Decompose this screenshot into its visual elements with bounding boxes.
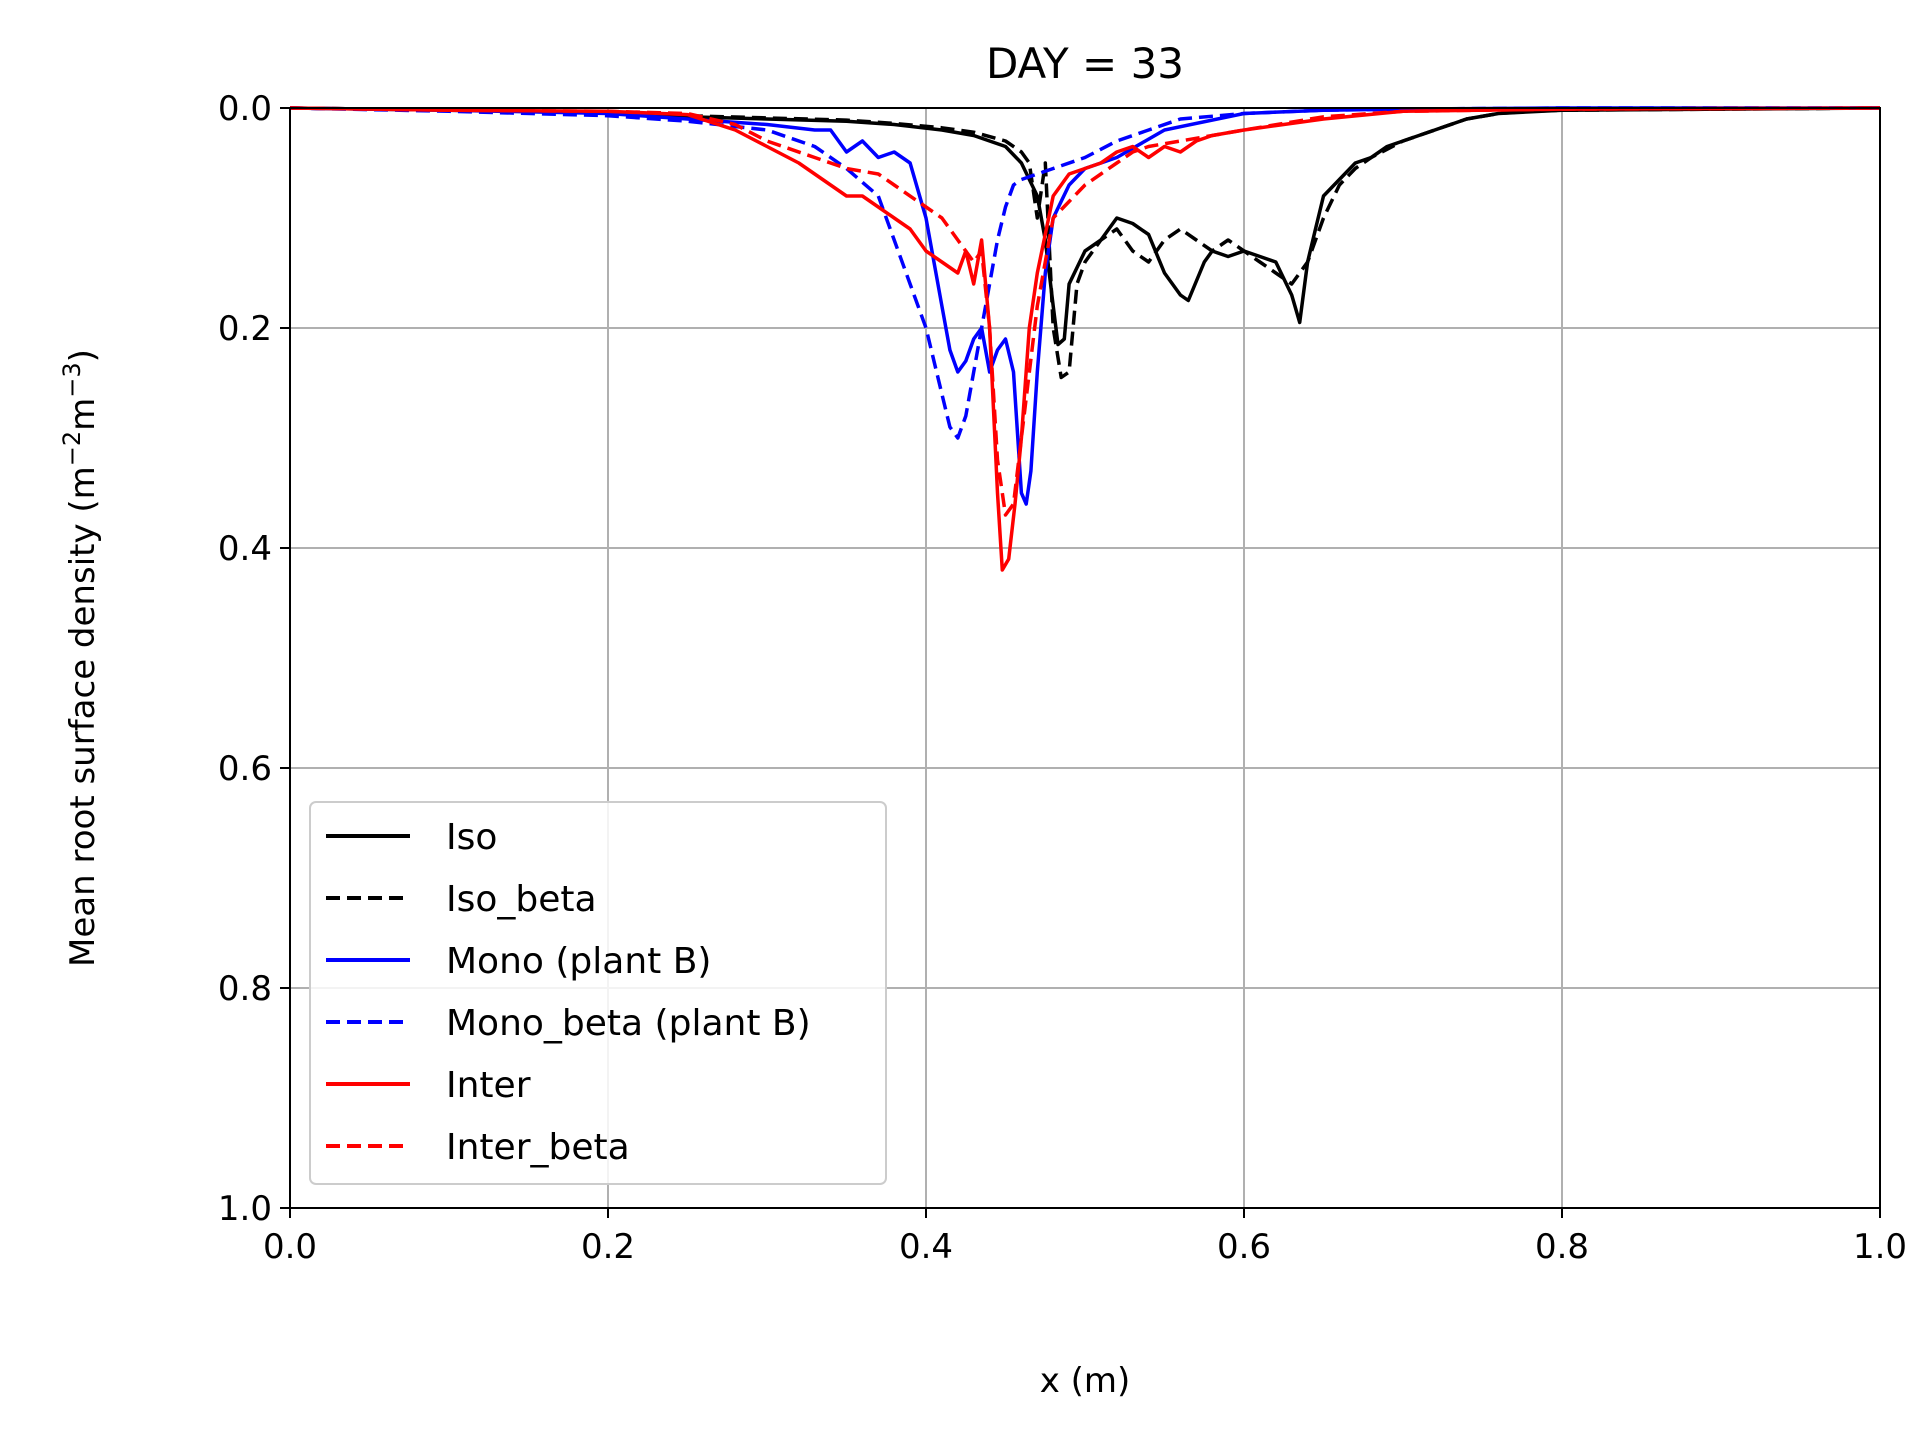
series-line-inter-beta — [289, 106, 1881, 517]
y-tick-label: 1.0 — [218, 1189, 272, 1229]
x-tick-label: 0.2 — [581, 1227, 635, 1267]
y-axis-title-main: Mean root surface density (m — [63, 466, 103, 967]
y-tick-label: 0.2 — [218, 309, 272, 349]
series-line-mono-beta-plant-b — [289, 106, 1880, 440]
legend-label-iso: Iso — [446, 817, 497, 858]
x-tick-label: 0.0 — [263, 1227, 317, 1267]
x-tick-label: 0.8 — [1535, 1227, 1589, 1267]
legend: Iso Iso_beta Mono (plant B) Mono_beta (plan… — [309, 801, 887, 1185]
y-axis-title-sup2: −3 — [58, 362, 86, 397]
plot-frame — [289, 107, 1881, 1209]
legend-box — [309, 801, 887, 1185]
series-line-iso — [289, 106, 1881, 347]
legend-label-inter: Inter — [446, 1065, 531, 1106]
x-tick-label: 0.6 — [1217, 1227, 1271, 1267]
y-tick-label: 0.6 — [218, 749, 272, 789]
legend-label-iso-beta: Iso_beta — [446, 879, 597, 920]
chart-title: DAY = 33 — [986, 39, 1184, 88]
x-tick-label: 0.4 — [899, 1227, 953, 1267]
series-line-mono-plant-b — [289, 106, 1880, 506]
y-axis-title-sup1: −2 — [58, 431, 86, 466]
y-axis-title-end: ) — [63, 349, 103, 362]
legend-label-mono-plant-b: Mono (plant B) — [446, 941, 711, 982]
x-axis-title: x (m) — [1040, 1361, 1131, 1401]
series-line-inter — [289, 106, 1881, 572]
series-group — [289, 106, 1881, 572]
y-tick-label: 0.0 — [218, 89, 272, 129]
y-tick-label: 0.8 — [218, 969, 272, 1009]
x-tick-label: 1.0 — [1853, 1227, 1907, 1267]
x-ticks: 0.0 0.2 0.4 0.6 0.8 1.0 — [263, 1208, 1907, 1267]
y-ticks: 0.0 0.2 0.4 0.6 0.8 1.0 — [218, 89, 290, 1229]
y-axis-title-mid: m — [63, 398, 103, 431]
y-axis-title: Mean root surface density (m−2m−3) — [58, 349, 103, 967]
y-tick-label: 0.4 — [218, 529, 272, 569]
legend-label-inter-beta: Inter_beta — [446, 1127, 630, 1168]
series-line-iso-beta — [289, 106, 1881, 380]
legend-label-mono-beta-plant-b: Mono_beta (plant B) — [446, 1003, 811, 1044]
